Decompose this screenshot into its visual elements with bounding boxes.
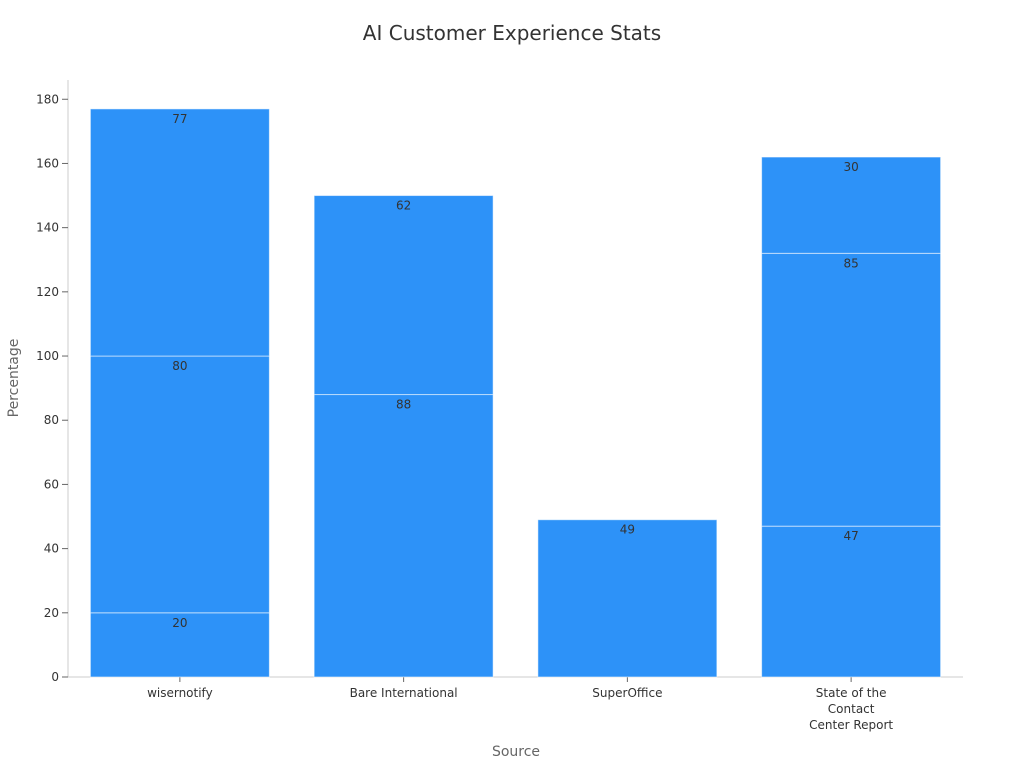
bar-segment	[89, 108, 270, 357]
bar-segment	[313, 195, 494, 396]
x-tick-label-line: Bare International	[350, 686, 458, 700]
data-label: 62	[396, 199, 411, 213]
x-axis-label: Source	[492, 744, 540, 760]
x-tick-label-line: Contact	[828, 702, 875, 716]
y-tick-label: 20	[44, 606, 59, 620]
y-tick-label: 180	[36, 92, 59, 106]
data-labels: 20 80 77 88 62 49 47 85 30	[172, 112, 859, 630]
chart-title: AI Customer Experience Stats	[363, 21, 661, 45]
x-tick-label: wisernotify	[147, 686, 213, 700]
y-tick-label: 120	[36, 285, 59, 299]
y-tick-label: 40	[44, 542, 59, 556]
bar-segment	[761, 525, 942, 678]
data-label: 80	[172, 359, 187, 373]
bar-segment	[761, 252, 942, 527]
x-tick-label-line: wisernotify	[147, 686, 213, 700]
data-label: 20	[172, 616, 187, 630]
y-tick-label: 0	[51, 670, 59, 684]
data-label: 30	[843, 160, 858, 174]
bar-segment	[761, 156, 942, 254]
x-tick-label-line: Center Report	[809, 718, 893, 732]
y-tick-label: 100	[36, 349, 59, 363]
bar-segment	[89, 355, 270, 614]
x-tick-label: Bare International	[350, 686, 458, 700]
data-label: 49	[620, 523, 635, 537]
y-tick-label: 140	[36, 221, 59, 235]
bars	[89, 108, 942, 678]
x-tick-label-line: State of the	[816, 686, 887, 700]
data-label: 85	[843, 256, 858, 270]
y-tick-label: 160	[36, 156, 59, 170]
data-label: 47	[843, 529, 858, 543]
y-tick-label: 60	[44, 477, 59, 491]
data-label: 88	[396, 398, 411, 412]
y-tick-label: 80	[44, 413, 59, 427]
bar-segment	[313, 394, 494, 678]
x-axis: wisernotify Bare International SuperOffice…	[68, 676, 963, 732]
data-label: 77	[172, 112, 187, 126]
bar-segment	[537, 519, 718, 678]
x-tick-label-line: SuperOffice	[592, 686, 662, 700]
y-axis: 0 20 40 60 80 100 120 140 160 180	[36, 80, 69, 684]
y-axis-label: Percentage	[6, 339, 22, 418]
x-tick-label: State of the Contact Center Report	[809, 686, 893, 732]
bar-segment	[89, 612, 270, 678]
x-tick-label: SuperOffice	[592, 686, 662, 700]
